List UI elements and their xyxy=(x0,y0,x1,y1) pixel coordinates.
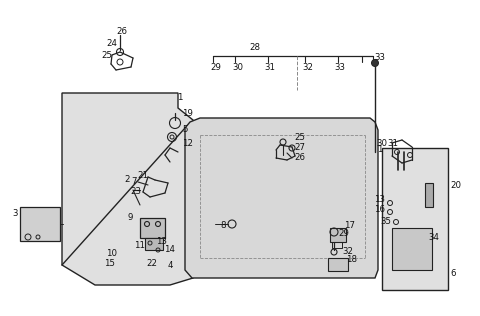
Text: 16: 16 xyxy=(374,205,385,215)
Text: 27: 27 xyxy=(295,143,305,153)
Polygon shape xyxy=(382,148,448,290)
Text: 34: 34 xyxy=(429,234,440,242)
Text: 15: 15 xyxy=(105,258,116,268)
Text: 29: 29 xyxy=(211,63,221,71)
Text: 21: 21 xyxy=(137,171,148,179)
Text: 33: 33 xyxy=(335,63,346,71)
Text: 9: 9 xyxy=(127,214,132,222)
Text: 13: 13 xyxy=(374,196,385,204)
Text: 8: 8 xyxy=(220,222,226,230)
Text: 3: 3 xyxy=(12,209,18,217)
Bar xyxy=(140,218,165,238)
Text: 33: 33 xyxy=(374,53,385,63)
Text: 32: 32 xyxy=(302,63,313,71)
Bar xyxy=(332,242,342,248)
Text: 5: 5 xyxy=(182,125,188,135)
Text: 10: 10 xyxy=(107,248,118,258)
Text: 31: 31 xyxy=(264,63,276,71)
Bar xyxy=(328,258,348,271)
Text: 18: 18 xyxy=(347,256,358,264)
Text: 25: 25 xyxy=(295,133,305,143)
Text: 28: 28 xyxy=(250,42,261,52)
Text: 17: 17 xyxy=(345,221,356,229)
Text: 23: 23 xyxy=(131,186,142,196)
Text: 7: 7 xyxy=(131,178,137,186)
Text: 24: 24 xyxy=(107,40,118,48)
Text: 20: 20 xyxy=(450,180,461,190)
Text: 30: 30 xyxy=(232,63,243,71)
Bar xyxy=(330,228,346,242)
Text: 30: 30 xyxy=(376,138,387,148)
Bar xyxy=(392,228,432,270)
Bar xyxy=(425,183,433,207)
Text: 6: 6 xyxy=(450,269,456,277)
Bar xyxy=(145,238,163,250)
Text: 14: 14 xyxy=(165,246,176,254)
Text: 1: 1 xyxy=(377,145,383,155)
Text: 19: 19 xyxy=(182,108,193,118)
Bar xyxy=(20,207,60,241)
Text: 13: 13 xyxy=(156,238,168,246)
Text: 31: 31 xyxy=(387,138,398,148)
Text: 12: 12 xyxy=(182,139,193,149)
Text: 32: 32 xyxy=(343,247,353,257)
Polygon shape xyxy=(62,93,193,285)
Text: 22: 22 xyxy=(146,258,157,268)
Text: 4: 4 xyxy=(167,260,173,270)
Text: 25: 25 xyxy=(101,51,112,59)
Text: 26: 26 xyxy=(117,27,128,37)
Circle shape xyxy=(372,59,379,66)
Text: 2: 2 xyxy=(124,175,130,185)
Polygon shape xyxy=(185,118,378,278)
Text: 29: 29 xyxy=(338,229,349,239)
Text: 35: 35 xyxy=(381,217,392,227)
Text: 1: 1 xyxy=(177,93,183,101)
Text: 11: 11 xyxy=(134,241,145,251)
Text: 26: 26 xyxy=(295,153,305,161)
